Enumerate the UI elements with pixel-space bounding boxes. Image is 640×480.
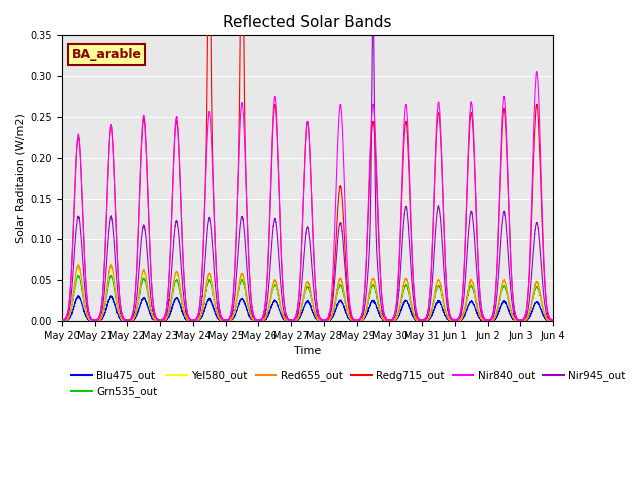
Title: Reflected Solar Bands: Reflected Solar Bands: [223, 15, 392, 30]
Legend: Blu475_out, Grn535_out, Yel580_out, Red655_out, Redg715_out, Nir840_out, Nir945_: Blu475_out, Grn535_out, Yel580_out, Red6…: [67, 366, 630, 401]
Y-axis label: Solar Raditaion (W/m2): Solar Raditaion (W/m2): [15, 113, 25, 243]
X-axis label: Time: Time: [294, 346, 321, 356]
Text: BA_arable: BA_arable: [72, 48, 141, 61]
